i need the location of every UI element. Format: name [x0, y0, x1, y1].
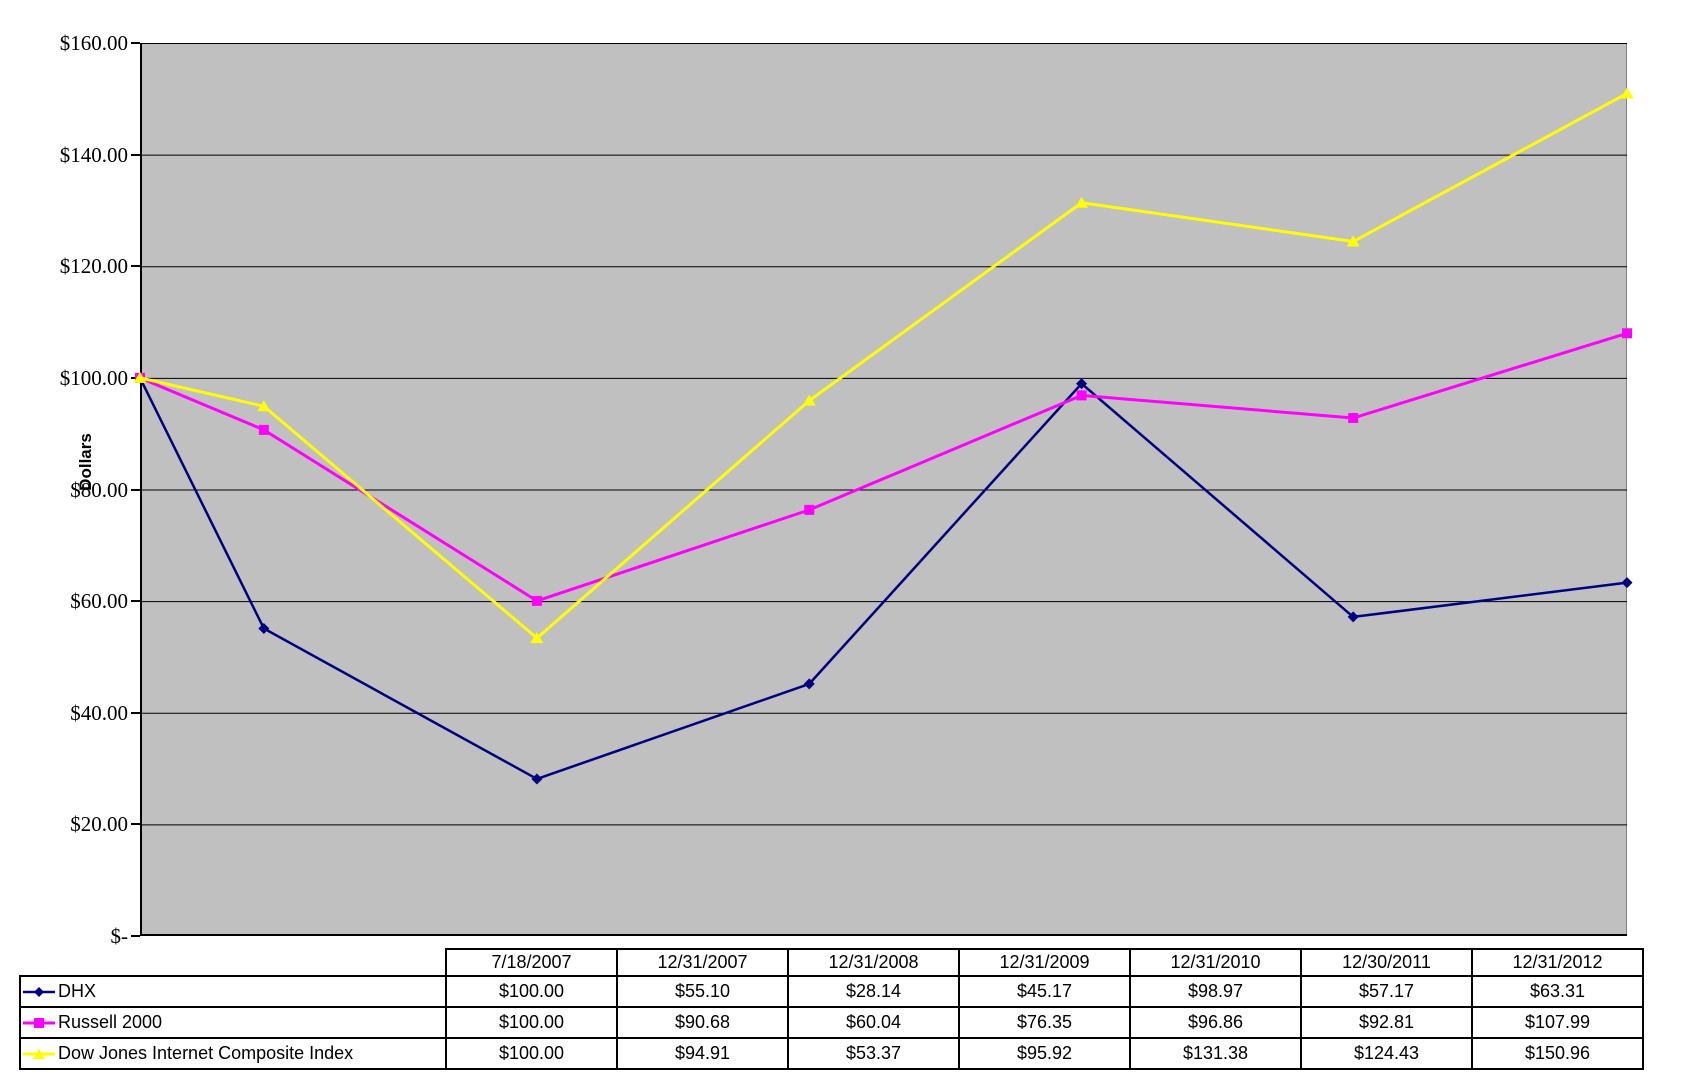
square-marker-icon: [1348, 413, 1359, 424]
table-row: DHX $100.00 $55.10 $28.14 $45.17 $98.97 $57.17…: [19, 975, 1644, 1008]
y-axis-tick-mark: [131, 153, 140, 156]
table-row: Russell 2000 $100.00 $90.68 $60.04 $76.35 $96…: [19, 1006, 1644, 1039]
series-name-label: Russell 2000: [58, 1012, 163, 1032]
series-value-cell: $95.92: [958, 1037, 1131, 1070]
date-header-cell: 12/31/2010: [1129, 948, 1302, 977]
series-value-cell: $107.99: [1471, 1006, 1644, 1039]
date-header-cell: 12/31/2007: [616, 948, 789, 977]
series-value-cell: $98.97: [1129, 975, 1302, 1008]
triangle-marker-icon: [1346, 235, 1360, 247]
date-header-cell: 12/31/2008: [787, 948, 960, 977]
series-value-cell: $63.31: [1471, 975, 1644, 1008]
square-marker-icon: [531, 595, 542, 606]
y-axis-tick-mark: [131, 823, 140, 826]
series-value-cell: $124.43: [1300, 1037, 1473, 1070]
triangle-marker-icon: [257, 400, 271, 412]
date-header-cell: 7/18/2007: [445, 948, 618, 977]
triangle-marker-icon: [530, 632, 544, 644]
series-value-cell: $57.17: [1300, 975, 1473, 1008]
diamond-marker-icon: [1621, 577, 1633, 589]
series-value-cell: $100.00: [445, 1037, 618, 1070]
square-marker-icon: [258, 424, 269, 435]
series-value-cell: $96.86: [1129, 1006, 1302, 1039]
square-marker-icon: [804, 504, 815, 515]
y-axis-tick-label: $160.00: [59, 31, 128, 55]
date-header-cell: 12/31/2012: [1471, 948, 1644, 977]
y-axis-tick-mark: [131, 935, 140, 937]
triangle-marker-icon: [802, 394, 816, 406]
y-axis-tick-mark: [131, 600, 140, 603]
chart-data-table: 7/18/2007 12/31/2007 12/31/2008 12/31/2009 1…: [19, 948, 1644, 1070]
series-name-label: DHX: [58, 981, 97, 1001]
series-value-cell: $100.00: [445, 975, 618, 1008]
series-value-cell: $131.38: [1129, 1037, 1302, 1070]
y-axis-tick-label: $40.00: [70, 700, 128, 725]
legend-square-icon: [23, 1018, 55, 1028]
y-axis-tick-label: $100.00: [59, 365, 128, 390]
series-value-cell: $55.10: [616, 975, 789, 1008]
table-corner-cell: [20, 949, 446, 976]
series-name-cell: DHX: [19, 975, 447, 1008]
square-marker-icon: [1076, 390, 1087, 401]
triangle-marker-icon: [133, 371, 147, 383]
series-name-cell: Dow Jones Internet Composite Index: [19, 1037, 447, 1070]
triangle-marker-icon: [1620, 87, 1634, 99]
diamond-marker-icon: [803, 678, 815, 690]
series-value-cell: $92.81: [1300, 1006, 1473, 1039]
y-axis-tick-label: $60.00: [70, 589, 128, 614]
legend-diamond-icon: [23, 987, 55, 997]
series-name-label: Dow Jones Internet Composite Index: [58, 1043, 354, 1063]
legend-triangle-icon: [23, 1048, 55, 1059]
series-value-cell: $45.17: [958, 975, 1131, 1008]
date-header-cell: 12/31/2009: [958, 948, 1131, 977]
date-header-cell: 12/30/2011: [1300, 948, 1473, 977]
series-value-cell: $150.96: [1471, 1037, 1644, 1070]
y-axis-tick-label: $-: [110, 924, 129, 948]
y-axis-tick-mark: [131, 265, 140, 268]
series-name-cell: Russell 2000: [19, 1006, 447, 1039]
series-value-cell: $94.91: [616, 1037, 789, 1070]
diamond-marker-icon: [258, 622, 270, 634]
series-value-cell: $28.14: [787, 975, 960, 1008]
series-value-cell: $76.35: [958, 1006, 1131, 1039]
diamond-marker-icon: [531, 773, 543, 785]
plot-area: [133, 43, 1634, 936]
series-value-cell: $60.04: [787, 1006, 960, 1039]
diamond-marker-icon: [1076, 378, 1088, 390]
y-axis-title: Dollars: [76, 433, 95, 491]
table-row: Dow Jones Internet Composite Index $100.0…: [19, 1037, 1644, 1070]
series-value-cell: $100.00: [445, 1006, 618, 1039]
y-axis-tick-mark: [131, 42, 140, 44]
y-axis-tick-label: $120.00: [59, 254, 128, 279]
y-axis-tick-label: $20.00: [70, 812, 128, 837]
series-value-cell: $53.37: [787, 1037, 960, 1070]
diamond-marker-icon: [1347, 611, 1359, 623]
y-axis-tick-label: $80.00: [70, 477, 128, 502]
series-value-cell: $90.68: [616, 1006, 789, 1039]
triangle-marker-icon: [1075, 196, 1089, 208]
y-axis-tick-label: $140.00: [59, 142, 128, 167]
y-axis-tick-mark: [131, 711, 140, 714]
square-marker-icon: [1622, 328, 1632, 339]
table-header-row: 7/18/2007 12/31/2007 12/31/2008 12/31/2009 1…: [20, 948, 1644, 977]
y-axis-tick-mark: [131, 488, 140, 491]
